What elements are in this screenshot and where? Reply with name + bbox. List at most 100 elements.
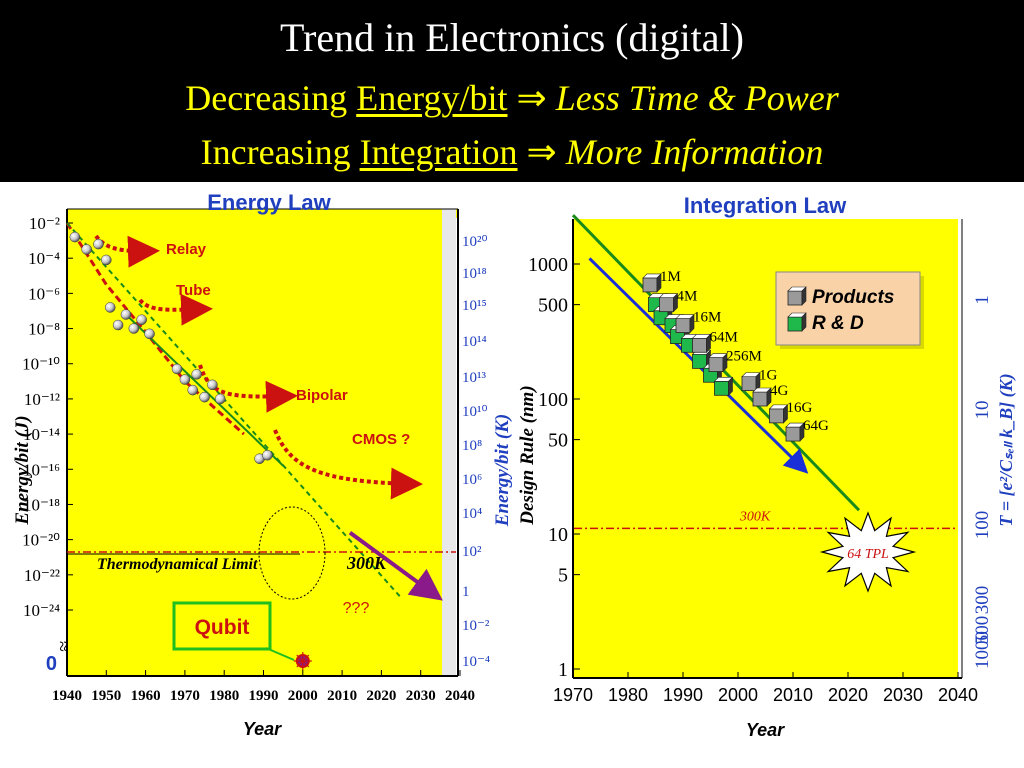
energy-y-tick-label: 10⁻²	[29, 214, 60, 233]
energy-x-tick-label: 2000	[288, 688, 318, 704]
relay-label: Relay	[166, 241, 207, 258]
integration-x-tick-label: 1970	[553, 685, 593, 705]
energy-right-tick-label: 10²	[462, 544, 482, 560]
integration-y-tick-label: 10	[548, 524, 568, 546]
integration-y-tick-label: 50	[548, 430, 568, 452]
qubit-label: Qubit	[195, 616, 250, 639]
energy-law-title: Energy Law	[207, 190, 331, 215]
integration-right-tick-label: 100	[972, 511, 993, 540]
subtitle-energy-key: Energy/bit	[356, 78, 508, 118]
product-cube-side	[656, 273, 662, 293]
subtitle-integration-key: Integration	[359, 132, 518, 172]
energy-data-point	[69, 231, 81, 243]
integration-y-tick-label: 100	[538, 389, 568, 411]
burst-label: 64 TPL	[847, 547, 889, 562]
energy-x-axis-title: Year	[243, 719, 282, 739]
energy-right-tick-label: 10¹⁴	[462, 334, 487, 350]
subtitle-energy: Decreasing Energy/bit ⇒ Less Time & Powe…	[0, 77, 1024, 119]
subtitle-integration: Increasing Integration ⇒ More Informatio…	[0, 131, 1024, 173]
energy-right-tick-label: 10¹³	[462, 370, 486, 386]
energy-x-tick-label: 1960	[131, 688, 161, 704]
energy-red-trend-line	[65, 222, 245, 436]
energy-data-point	[179, 374, 191, 385]
energy-x-tick-label: 1940	[52, 688, 82, 704]
product-cube	[708, 357, 724, 372]
integration-right-tick-label: 500	[972, 616, 993, 645]
energy-data-point	[101, 254, 112, 266]
product-cube-side	[689, 313, 695, 334]
integration-right-axis-title: T = [e²/Cₛₑₗₗ k_B] (K)	[996, 373, 1017, 526]
energy-y-tick-label: 10⁻⁶	[28, 284, 60, 303]
qubit-pointer	[265, 647, 295, 661]
subtitle-integration-arrow: ⇒	[517, 132, 566, 172]
integration-y-axis-title: Design Rule (nm)	[517, 385, 538, 525]
energy-data-point	[262, 449, 273, 461]
subtitle-integration-result: More Information	[565, 132, 824, 172]
product-cube-side	[706, 333, 711, 354]
energy-green-trend-line	[66, 222, 402, 599]
integration-right-tick-label: 10	[972, 401, 993, 420]
thermodynamic-limit-label: Thermodynamical Limit	[97, 556, 258, 573]
product-cube-side	[783, 404, 788, 424]
energy-right-axis-bg	[456, 218, 520, 682]
product-label: 4M	[677, 289, 698, 305]
energy-x-tick-label: 1980	[209, 688, 239, 704]
integration-right-tick-label: 1	[972, 295, 993, 305]
legend-products-swatch-side	[801, 286, 807, 306]
bipolar-label: Bipolar	[296, 387, 348, 404]
energy-y-tick-label: 10⁻¹⁰	[22, 355, 60, 374]
product-cube	[675, 318, 691, 333]
product-cube	[752, 391, 768, 407]
energy-plot-area	[67, 209, 458, 676]
future-arrow	[348, 530, 443, 601]
legend-products-swatch	[787, 290, 803, 306]
tube-curve	[138, 293, 213, 326]
legend-products-label: Products	[812, 287, 894, 308]
energy-x-tick-label: 2010	[327, 688, 357, 704]
integration-right-edge	[958, 219, 962, 677]
subtitle-integration-lead: Increasing	[200, 132, 360, 172]
product-cube	[692, 337, 707, 353]
bipolar-curve	[198, 364, 298, 413]
energy-y-tick-label: 10⁻²⁴	[23, 601, 60, 620]
product-cube-side	[722, 352, 728, 373]
energy-right-tick-label: 10⁴	[462, 506, 482, 522]
product-label: 1M	[660, 269, 681, 285]
energy-y-tick-label: 10⁻⁸	[28, 320, 60, 339]
energy-y-tick-label: 10⁻¹⁴	[23, 425, 60, 444]
unknown-label: ???	[343, 600, 370, 617]
legend-rnd-swatch-side	[801, 312, 807, 332]
energy-right-tick-label: 10²⁰	[462, 234, 488, 250]
energy-data-point	[81, 244, 92, 255]
integration-x-tick-label: 1980	[608, 685, 648, 705]
product-cube	[785, 426, 801, 442]
energy-y-axis-title: Energy/bit (J)	[12, 415, 33, 525]
energy-right-tick-label: 10⁻⁴	[462, 654, 490, 670]
energy-y-tick-label: 10⁻¹²	[24, 390, 60, 409]
energy-y-tick-label: 10⁻⁴	[28, 249, 60, 268]
subtitle-energy-lead: Decreasing	[185, 78, 357, 118]
energy-data-point	[187, 384, 199, 396]
energy-data-point	[112, 319, 124, 331]
energy-data-point	[207, 379, 218, 391]
integration-x-axis-title: Year	[746, 720, 785, 740]
integration-300k-label: 300K	[739, 509, 771, 524]
energy-x-tick-label: 1990	[249, 688, 279, 704]
energy-right-tick-label: 10⁻²	[462, 618, 490, 634]
product-label: 64M	[710, 329, 738, 345]
rnd-cube	[714, 380, 729, 396]
integration-y-tick-label: 500	[538, 295, 568, 317]
energy-y-tick-label: 10⁻¹⁶	[23, 460, 60, 479]
energy-right-tick-label: 10⁸	[462, 438, 482, 454]
qubit-box	[172, 601, 272, 651]
energy-x-tick-label: 2020	[366, 688, 396, 704]
slide-header: Trend in Electronics (digital) Decreasin…	[0, 0, 1024, 182]
energy-right-axis-title: Energy/bit (K)	[492, 414, 513, 527]
integration-y-tick-label: 1000	[528, 254, 568, 276]
rnd-cube	[692, 353, 707, 369]
integration-y-tick-label: 5	[558, 565, 568, 587]
integration-legend-face	[775, 271, 921, 346]
energy-x-tick-label: 1950	[91, 688, 121, 704]
integration-x-tick-label: 2010	[773, 685, 813, 705]
energy-zero-label: 0	[46, 653, 57, 675]
